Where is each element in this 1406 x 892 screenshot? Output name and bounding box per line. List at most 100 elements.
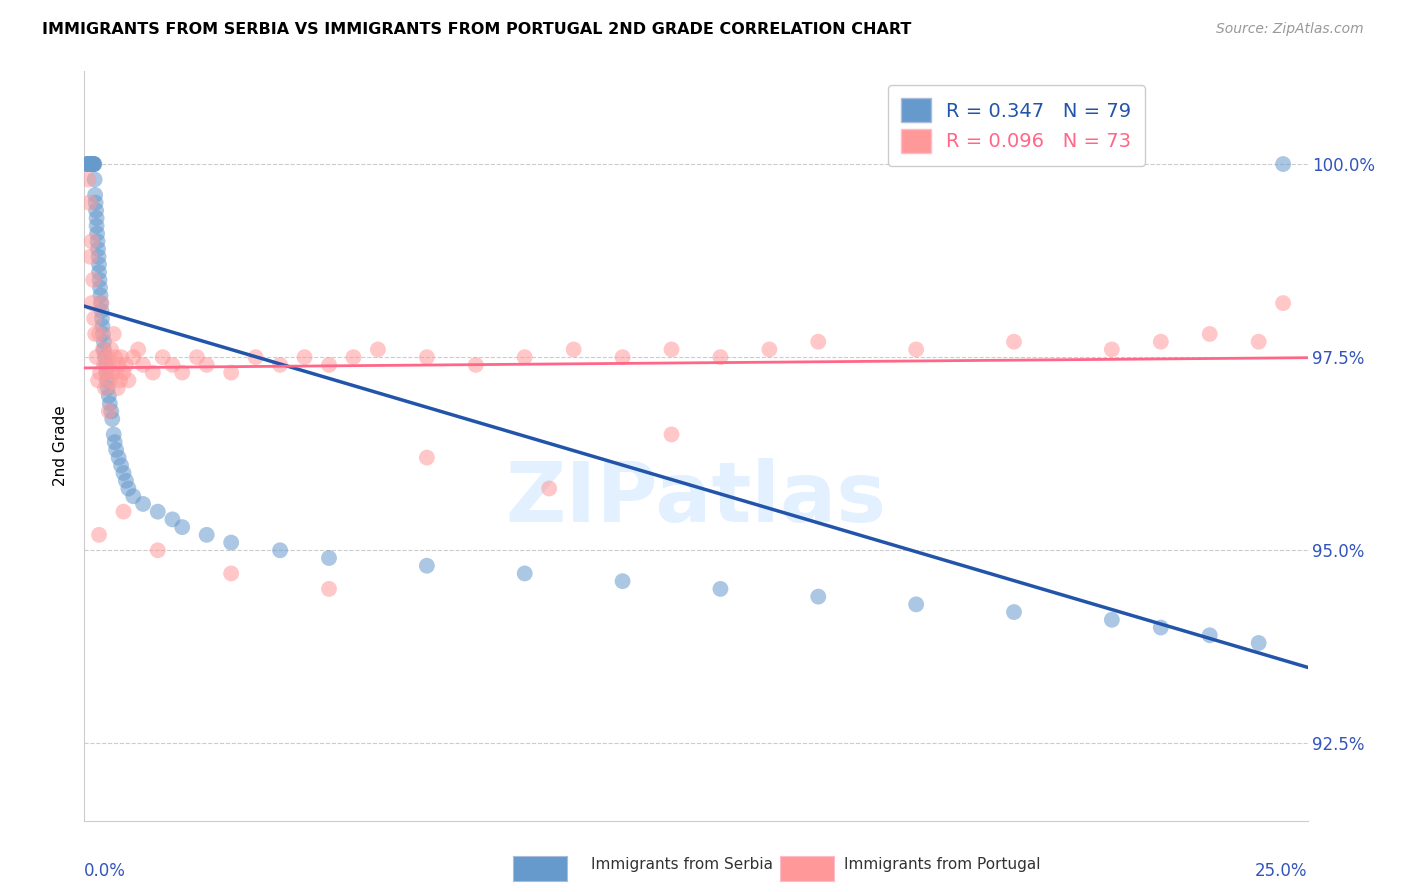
Point [105,366,128,380]
Point [98,373,121,387]
Point [416,558,439,573]
Point [107,450,129,465]
Point [905,598,928,612]
Point [80,157,103,171]
Point [1272,157,1295,171]
Point [76,157,98,171]
Text: 0.0%: 0.0% [84,862,127,880]
Point [612,350,634,364]
Point [80,235,103,249]
Point [91,319,114,334]
Point [612,574,634,589]
Point [1101,343,1123,357]
Point [82,157,104,171]
Text: ZIPatlas: ZIPatlas [506,458,886,539]
Point [100,343,122,357]
Point [80,157,103,171]
Point [112,505,135,519]
Point [77,172,100,186]
Point [84,188,107,202]
Point [84,195,107,210]
Point [79,250,101,264]
Point [538,482,561,496]
Point [84,203,107,218]
Point [83,157,105,171]
Point [90,303,112,318]
Point [132,497,155,511]
Point [83,172,105,186]
Point [96,373,118,387]
Point [89,366,111,380]
Point [807,334,830,349]
Point [807,590,830,604]
Point [513,350,536,364]
Point [83,157,105,171]
Point [89,273,111,287]
Point [269,543,291,558]
Point [103,427,125,442]
Point [122,489,145,503]
Point [110,458,132,473]
Point [219,366,242,380]
Point [77,157,100,171]
Point [86,227,108,241]
Point [1272,296,1295,310]
Point [105,442,128,457]
Point [84,326,107,341]
Point [89,280,111,294]
Point [107,358,129,372]
Point [142,366,165,380]
Point [162,512,184,526]
Point [87,326,110,341]
Point [79,157,101,171]
Point [94,381,117,395]
Point [107,381,129,395]
Point [87,265,110,279]
Point [77,157,100,171]
Point [146,505,169,519]
Point [82,273,104,287]
Text: Immigrants from Serbia: Immigrants from Serbia [591,857,772,872]
Point [90,296,112,310]
Point [367,343,389,357]
Point [82,157,104,171]
Point [1247,636,1270,650]
Point [661,427,683,442]
Point [97,358,120,372]
Point [110,350,132,364]
Point [90,296,112,310]
Point [132,358,155,372]
Point [87,257,110,271]
Point [1198,628,1220,642]
Point [318,358,340,372]
Point [91,326,114,341]
Point [97,350,120,364]
Point [269,358,291,372]
Legend: R = 0.347   N = 79, R = 0.096   N = 73: R = 0.347 N = 79, R = 0.096 N = 73 [887,85,1144,166]
Point [219,535,242,549]
Point [87,250,110,264]
Point [96,366,118,380]
Point [318,582,340,596]
Point [661,343,683,357]
Point [758,343,780,357]
Point [709,350,731,364]
Point [112,366,135,380]
Point [162,358,184,372]
Point [87,528,110,542]
Point [294,350,316,364]
Point [77,157,100,171]
Point [91,311,114,326]
Point [1101,613,1123,627]
Text: Source: ZipAtlas.com: Source: ZipAtlas.com [1216,22,1364,37]
Point [79,157,101,171]
Y-axis label: 2nd Grade: 2nd Grade [53,406,69,486]
Point [172,520,194,534]
Point [96,366,118,380]
Text: 25.0%: 25.0% [1256,862,1308,880]
Point [86,219,108,233]
Point [318,551,340,566]
Point [98,396,121,410]
Point [86,235,108,249]
Point [115,358,138,372]
